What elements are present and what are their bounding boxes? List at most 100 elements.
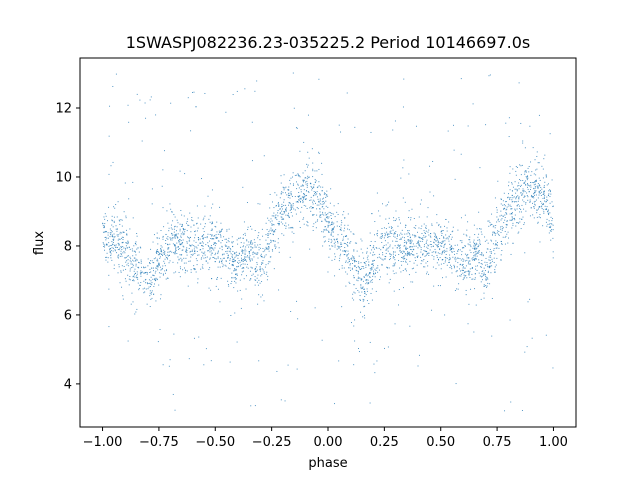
data-point bbox=[313, 207, 315, 209]
data-point bbox=[108, 242, 110, 244]
data-point bbox=[326, 221, 328, 223]
data-point bbox=[531, 195, 533, 197]
data-point bbox=[278, 247, 280, 249]
data-point bbox=[297, 174, 299, 176]
data-point bbox=[108, 326, 110, 328]
data-point bbox=[267, 263, 269, 265]
data-point bbox=[296, 368, 298, 370]
data-point bbox=[358, 291, 360, 293]
data-point bbox=[498, 247, 500, 249]
data-point bbox=[242, 234, 244, 236]
data-point bbox=[294, 174, 296, 176]
data-point bbox=[139, 284, 141, 286]
data-point bbox=[205, 257, 207, 259]
data-point bbox=[278, 205, 280, 207]
data-point bbox=[389, 252, 391, 254]
data-point bbox=[468, 239, 470, 241]
data-point bbox=[137, 266, 139, 268]
data-point bbox=[273, 240, 275, 242]
data-point bbox=[263, 257, 265, 259]
data-point bbox=[271, 229, 273, 231]
data-point bbox=[259, 269, 261, 271]
data-point bbox=[321, 339, 323, 341]
data-point bbox=[544, 154, 546, 156]
data-point bbox=[446, 237, 448, 239]
data-point bbox=[209, 246, 211, 248]
data-point bbox=[201, 178, 203, 180]
data-point bbox=[119, 223, 121, 225]
data-point bbox=[218, 261, 220, 263]
data-point bbox=[469, 268, 471, 270]
data-point bbox=[118, 244, 120, 246]
data-point bbox=[393, 265, 395, 267]
data-point bbox=[169, 260, 171, 262]
data-point bbox=[337, 242, 339, 244]
data-point bbox=[356, 270, 358, 272]
data-point bbox=[257, 303, 259, 305]
data-point bbox=[285, 214, 287, 216]
data-point bbox=[227, 257, 229, 259]
data-point bbox=[235, 282, 237, 284]
data-point bbox=[111, 219, 113, 221]
data-point bbox=[351, 267, 353, 269]
data-point bbox=[439, 249, 441, 251]
data-point bbox=[538, 190, 540, 192]
data-point bbox=[406, 255, 408, 257]
data-point bbox=[166, 270, 168, 272]
data-point bbox=[507, 231, 509, 233]
data-point bbox=[491, 297, 493, 299]
data-point bbox=[127, 340, 129, 342]
data-point bbox=[340, 243, 342, 245]
data-point bbox=[260, 247, 261, 249]
data-point bbox=[264, 255, 266, 257]
data-point bbox=[365, 264, 367, 266]
data-point bbox=[363, 288, 365, 290]
data-point bbox=[248, 251, 250, 253]
data-point bbox=[431, 309, 433, 311]
data-point bbox=[244, 248, 246, 250]
x-axis-ticks: −1.00 −0.75 −0.50 −0.25 0.00 0.25 0.50 0.75 1.00 bbox=[83, 427, 568, 450]
data-point bbox=[261, 281, 263, 283]
data-point bbox=[108, 173, 110, 175]
data-point bbox=[488, 256, 490, 258]
data-point bbox=[312, 168, 314, 170]
y-axis-label: flux bbox=[32, 231, 47, 255]
data-point bbox=[408, 210, 410, 212]
data-point bbox=[398, 289, 400, 291]
data-point bbox=[430, 240, 432, 242]
data-point bbox=[204, 236, 206, 238]
data-point bbox=[173, 214, 175, 216]
data-point bbox=[353, 249, 355, 251]
data-point bbox=[281, 205, 283, 207]
x-tick-label: 0.50 bbox=[426, 435, 455, 450]
data-point bbox=[232, 261, 234, 263]
data-point bbox=[433, 256, 435, 258]
data-point bbox=[402, 250, 404, 252]
data-point bbox=[353, 275, 355, 277]
data-point bbox=[432, 245, 434, 247]
data-point bbox=[508, 185, 510, 187]
data-point bbox=[387, 346, 389, 348]
data-point bbox=[241, 267, 243, 269]
data-point bbox=[242, 246, 244, 248]
data-point bbox=[270, 233, 272, 235]
data-point bbox=[420, 263, 422, 265]
data-point bbox=[366, 257, 368, 259]
data-point bbox=[404, 244, 406, 246]
data-point bbox=[373, 248, 375, 250]
data-point bbox=[544, 208, 546, 210]
data-point bbox=[479, 242, 481, 244]
data-point bbox=[403, 251, 405, 253]
data-point bbox=[350, 241, 352, 243]
data-point bbox=[228, 237, 230, 239]
data-point bbox=[222, 264, 224, 266]
data-point bbox=[369, 245, 371, 247]
data-point bbox=[252, 251, 254, 253]
data-point bbox=[547, 210, 549, 212]
data-point bbox=[160, 250, 162, 252]
data-point bbox=[126, 247, 128, 249]
data-point bbox=[243, 267, 245, 269]
data-point bbox=[538, 185, 540, 187]
data-point bbox=[174, 237, 176, 239]
data-point bbox=[290, 211, 292, 213]
